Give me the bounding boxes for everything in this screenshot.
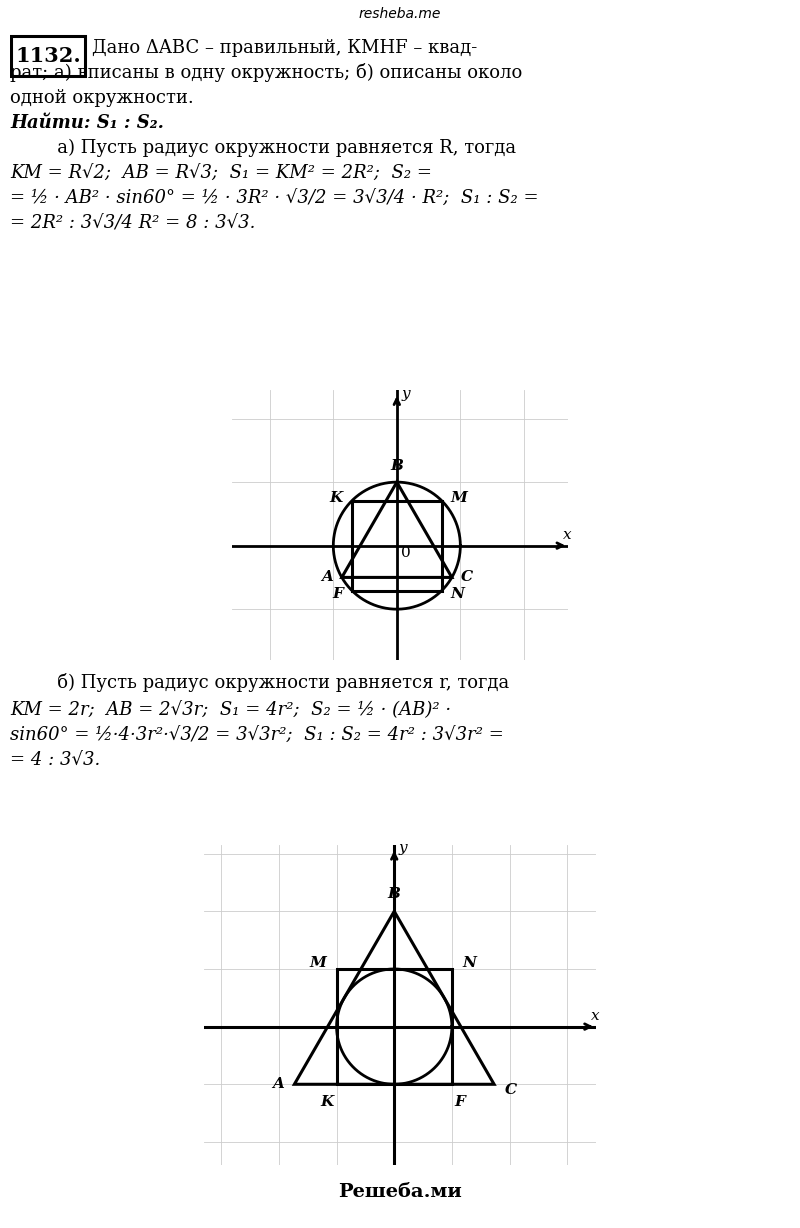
Text: x: x	[563, 528, 572, 543]
Text: y: y	[402, 387, 410, 402]
Text: Дано ΔABC – правильный, КМНF – квад-: Дано ΔABC – правильный, КМНF – квад-	[92, 39, 478, 56]
Text: B: B	[388, 887, 401, 901]
Text: C: C	[461, 571, 473, 585]
Text: ΚΜ = R√2;  AB = R√3;  S₁ = ΚΜ² = 2R²;  S₂ =: ΚΜ = R√2; AB = R√3; S₁ = ΚΜ² = 2R²; S₂ =	[10, 165, 432, 182]
FancyBboxPatch shape	[11, 36, 85, 76]
Text: б) Пусть радиус окружности равняется r, тогда: б) Пусть радиус окружности равняется r, …	[40, 673, 510, 691]
Text: 0: 0	[402, 546, 411, 560]
Text: K: K	[321, 1094, 334, 1109]
Text: B: B	[390, 459, 403, 473]
Text: C: C	[505, 1083, 517, 1097]
Text: = ½ · AB² · sin60° = ½ · 3R² · √3/2 = 3√3/4 · R²;  S₁ : S₂ =: = ½ · AB² · sin60° = ½ · 3R² · √3/2 = 3√…	[10, 189, 538, 208]
Text: F: F	[454, 1094, 466, 1109]
Text: = 4 : 3√3.: = 4 : 3√3.	[10, 752, 100, 769]
Text: M: M	[310, 957, 326, 970]
Text: x: x	[591, 1008, 600, 1023]
Text: N: N	[462, 957, 476, 970]
Text: F: F	[332, 587, 343, 600]
Text: y: y	[399, 841, 407, 856]
Text: A: A	[321, 571, 333, 585]
Text: одной окружности.: одной окружности.	[10, 88, 194, 107]
Text: = 2R² : 3√3/4 R² = 8 : 3√3.: = 2R² : 3√3/4 R² = 8 : 3√3.	[10, 214, 255, 232]
Text: ΚΜ = 2r;  AB = 2√3r;  S₁ = 4r²;  S₂ = ½ · (AB)² ·: ΚΜ = 2r; AB = 2√3r; S₁ = 4r²; S₂ = ½ · (…	[10, 701, 451, 720]
Text: sin60° = ½·4·3r²·√3/2 = 3√3r²;  S₁ : S₂ = 4r² : 3√3r² =: sin60° = ½·4·3r²·√3/2 = 3√3r²; S₁ : S₂ =…	[10, 726, 504, 744]
Text: рат; а) вписаны в одну окружность; б) описаны около: рат; а) вписаны в одну окружность; б) оп…	[10, 64, 522, 82]
Text: 1132.: 1132.	[15, 45, 81, 66]
Text: а) Пусть радиус окружности равняется R, тогда: а) Пусть радиус окружности равняется R, …	[40, 139, 516, 157]
Text: Найти: S₁ : S₂.: Найти: S₁ : S₂.	[10, 114, 164, 131]
Text: resheba.me: resheba.me	[359, 7, 441, 21]
Text: N: N	[450, 587, 465, 600]
Text: Решеба.ми: Решеба.ми	[338, 1183, 462, 1201]
Text: K: K	[330, 490, 343, 505]
Text: A: A	[272, 1077, 284, 1092]
Text: M: M	[450, 490, 467, 505]
